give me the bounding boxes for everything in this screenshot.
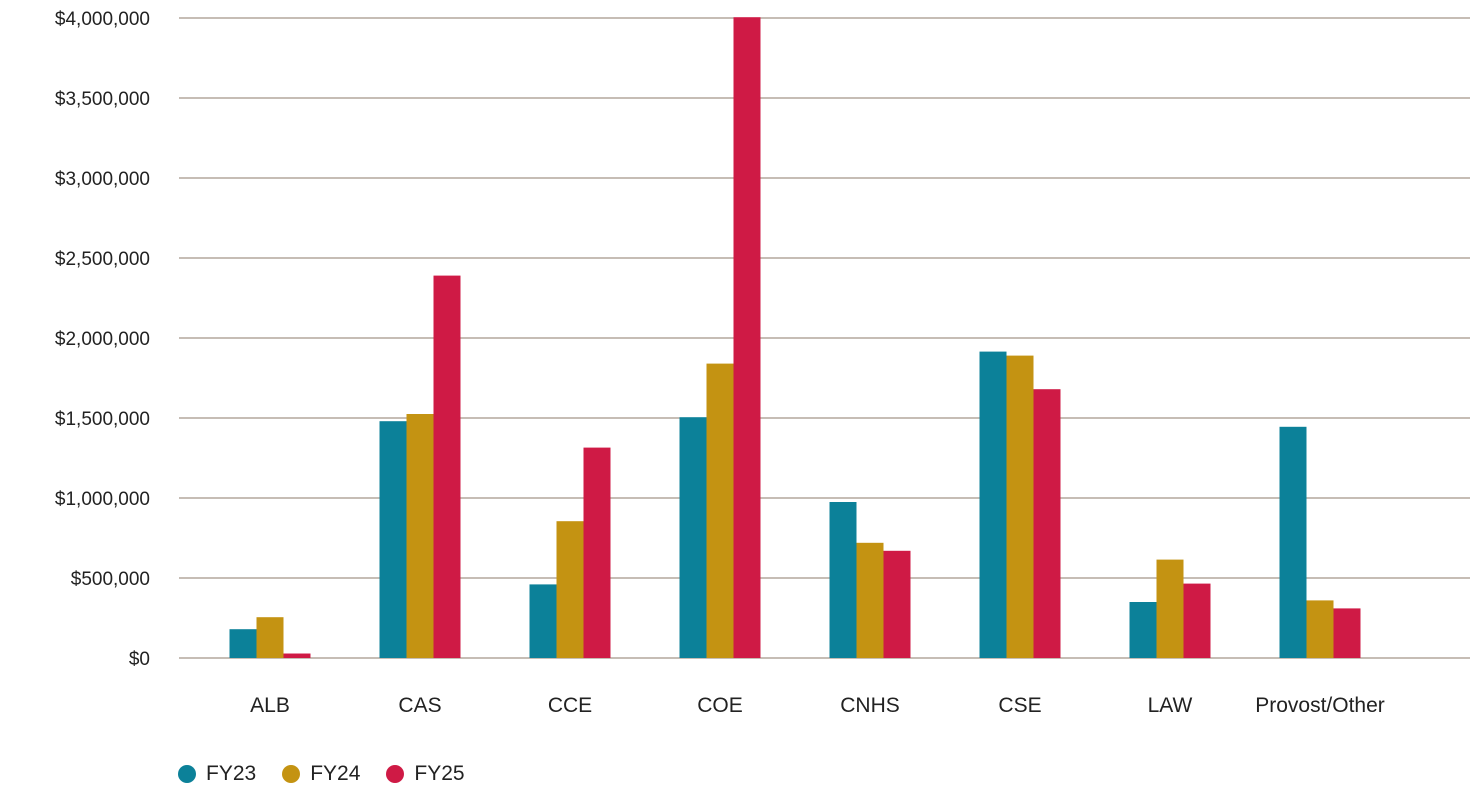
x-category-label: CCE: [548, 694, 592, 717]
bar-fy24-coe: [706, 363, 734, 658]
bar-fy25-cce: [583, 447, 611, 658]
bar-fy25-alb: [283, 653, 311, 658]
bar-fy25-cas: [433, 275, 461, 658]
bar-fy24-cnhs: [856, 542, 884, 658]
bar-fy25-coe: [733, 17, 761, 658]
bar-fy24-cse: [1006, 355, 1034, 658]
bar-fy23-law: [1129, 602, 1157, 658]
bar-fy24-provost-other: [1306, 600, 1334, 658]
legend-swatch-icon: [178, 765, 196, 783]
bar-fy24-cas: [406, 414, 434, 658]
x-category-label: LAW: [1148, 694, 1193, 717]
legend-item-fy24: FY24: [282, 762, 360, 786]
legend-item-fy23: FY23: [178, 762, 256, 786]
bar-fy24-law: [1156, 559, 1184, 658]
y-tick-label: $2,500,000: [55, 249, 150, 270]
y-tick-label: $1,500,000: [55, 409, 150, 430]
x-category-label: COE: [697, 694, 743, 717]
bar-fy23-cse: [979, 351, 1007, 658]
legend-item-fy25: FY25: [386, 762, 465, 786]
legend-label: FY23: [206, 762, 257, 785]
bars: [229, 17, 1361, 658]
x-category-label: CAS: [398, 694, 441, 717]
bar-fy25-provost-other: [1333, 608, 1361, 658]
y-tick-label: $2,000,000: [55, 329, 150, 350]
y-tick-label: $4,000,000: [55, 9, 150, 30]
bar-fy25-cse: [1033, 389, 1061, 658]
x-category-label: ALB: [250, 694, 290, 717]
bar-fy23-alb: [229, 629, 257, 658]
bar-fy23-cas: [379, 421, 407, 658]
grid-lines: [179, 17, 1470, 659]
bar-fy23-provost-other: [1279, 426, 1307, 658]
y-tick-label: $3,000,000: [55, 169, 150, 190]
legend-label: FY24: [310, 762, 361, 785]
y-tick-label: $1,000,000: [55, 489, 150, 510]
x-category-label: CSE: [998, 694, 1041, 717]
bar-fy23-coe: [679, 417, 707, 658]
y-tick-label: $0: [129, 649, 150, 670]
bar-fy25-cnhs: [883, 550, 911, 658]
legend-swatch-icon: [282, 765, 301, 783]
bar-fy25-law: [1183, 583, 1211, 658]
legend: FY23 FY24 FY25: [178, 762, 465, 786]
y-tick-label: $3,500,000: [55, 89, 150, 110]
legend-label: FY25: [414, 762, 465, 785]
bar-fy23-cce: [529, 584, 557, 658]
y-tick-label: $500,000: [71, 569, 150, 590]
legend-swatch-icon: [386, 765, 405, 783]
bar-fy24-alb: [256, 617, 284, 658]
x-category-label: Provost/Other: [1255, 694, 1385, 717]
x-category-label: CNHS: [840, 694, 900, 717]
bar-fy24-cce: [556, 521, 584, 658]
bar-fy23-cnhs: [829, 502, 857, 658]
y-axis-tick-labels: $0 $500,000 $1,000,000 $1,500,000 $2,000,000…: [55, 9, 150, 670]
x-axis-category-labels: ALB CAS CCE COE CNHS CSE LAW Provost/Other: [250, 694, 1385, 717]
